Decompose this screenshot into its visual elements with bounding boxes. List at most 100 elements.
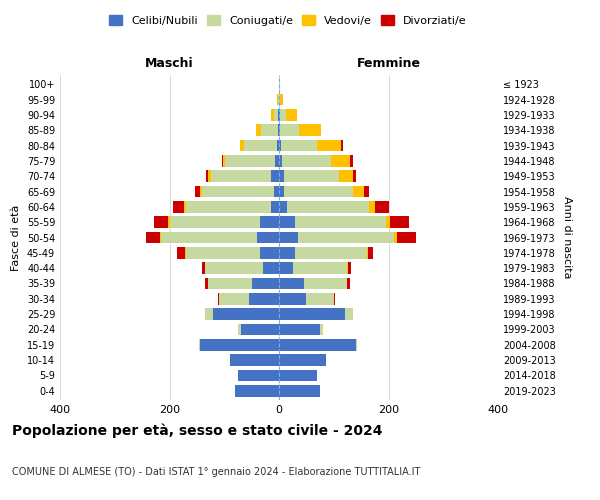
Bar [299, 124, 321, 136]
Bar [260, 216, 279, 228]
Bar [375, 201, 389, 212]
Bar [339, 170, 353, 182]
Text: Femmine: Femmine [356, 58, 421, 70]
Bar [185, 247, 186, 258]
Bar [304, 278, 347, 289]
Bar [279, 216, 295, 228]
Y-axis label: Anni di nascita: Anni di nascita [562, 196, 572, 279]
Bar [320, 324, 323, 335]
Bar [238, 324, 241, 335]
Bar [298, 232, 394, 243]
Bar [251, 278, 279, 289]
Bar [279, 385, 320, 396]
Text: Popolazione per età, sesso e stato civile - 2024: Popolazione per età, sesso e stato civil… [12, 424, 383, 438]
Bar [279, 370, 317, 381]
Bar [280, 109, 286, 120]
Bar [169, 216, 260, 228]
Bar [226, 155, 275, 166]
Bar [184, 201, 186, 212]
Bar [241, 324, 279, 335]
Bar [280, 124, 299, 136]
Bar [341, 140, 343, 151]
Bar [279, 232, 298, 243]
Bar [249, 293, 279, 304]
Bar [260, 247, 279, 258]
Bar [205, 262, 263, 274]
Bar [271, 170, 279, 182]
Bar [279, 94, 280, 106]
Bar [168, 216, 170, 228]
Bar [279, 262, 293, 274]
Bar [205, 308, 214, 320]
Bar [186, 247, 260, 258]
Bar [334, 293, 335, 304]
Bar [281, 140, 317, 151]
Bar [202, 186, 274, 198]
Y-axis label: Fasce di età: Fasce di età [11, 204, 21, 270]
Bar [279, 124, 280, 136]
Bar [394, 232, 397, 243]
Bar [345, 308, 353, 320]
Bar [390, 216, 409, 228]
Bar [279, 354, 326, 366]
Bar [271, 109, 274, 120]
Bar [370, 201, 375, 212]
Bar [364, 186, 370, 198]
Bar [317, 140, 341, 151]
Bar [295, 216, 386, 228]
Bar [293, 262, 347, 274]
Bar [146, 232, 160, 243]
Legend: Celibi/Nubili, Coniugati/e, Vedovi/e, Divorziati/e: Celibi/Nubili, Coniugati/e, Vedovi/e, Di… [105, 10, 471, 30]
Bar [367, 247, 368, 258]
Bar [173, 201, 184, 212]
Bar [279, 109, 280, 120]
Bar [195, 186, 200, 198]
Bar [284, 186, 353, 198]
Bar [238, 370, 279, 381]
Bar [235, 385, 279, 396]
Bar [287, 201, 370, 212]
Bar [279, 155, 282, 166]
Bar [244, 140, 277, 151]
Bar [356, 339, 357, 350]
Bar [353, 186, 364, 198]
Text: Maschi: Maschi [145, 58, 194, 70]
Bar [218, 293, 219, 304]
Bar [368, 247, 373, 258]
Bar [230, 354, 279, 366]
Bar [279, 278, 304, 289]
Bar [176, 247, 185, 258]
Bar [221, 155, 223, 166]
Bar [279, 324, 320, 335]
Bar [278, 94, 279, 106]
Bar [262, 124, 278, 136]
Bar [271, 201, 279, 212]
Bar [279, 170, 284, 182]
Bar [307, 293, 334, 304]
Bar [282, 155, 331, 166]
Bar [331, 155, 350, 166]
Bar [277, 140, 279, 151]
Bar [279, 339, 356, 350]
Bar [200, 186, 202, 198]
Bar [263, 262, 279, 274]
Bar [239, 140, 244, 151]
Bar [279, 308, 345, 320]
Bar [211, 170, 271, 182]
Bar [257, 232, 279, 243]
Bar [275, 155, 279, 166]
Bar [199, 339, 200, 350]
Bar [284, 170, 339, 182]
Bar [279, 140, 281, 151]
Bar [160, 232, 161, 243]
Bar [161, 232, 257, 243]
Bar [353, 170, 356, 182]
Bar [277, 94, 278, 106]
Bar [223, 155, 226, 166]
Bar [256, 124, 262, 136]
Bar [219, 293, 249, 304]
Bar [279, 201, 287, 212]
Bar [280, 94, 283, 106]
Bar [279, 247, 295, 258]
Bar [286, 109, 296, 120]
